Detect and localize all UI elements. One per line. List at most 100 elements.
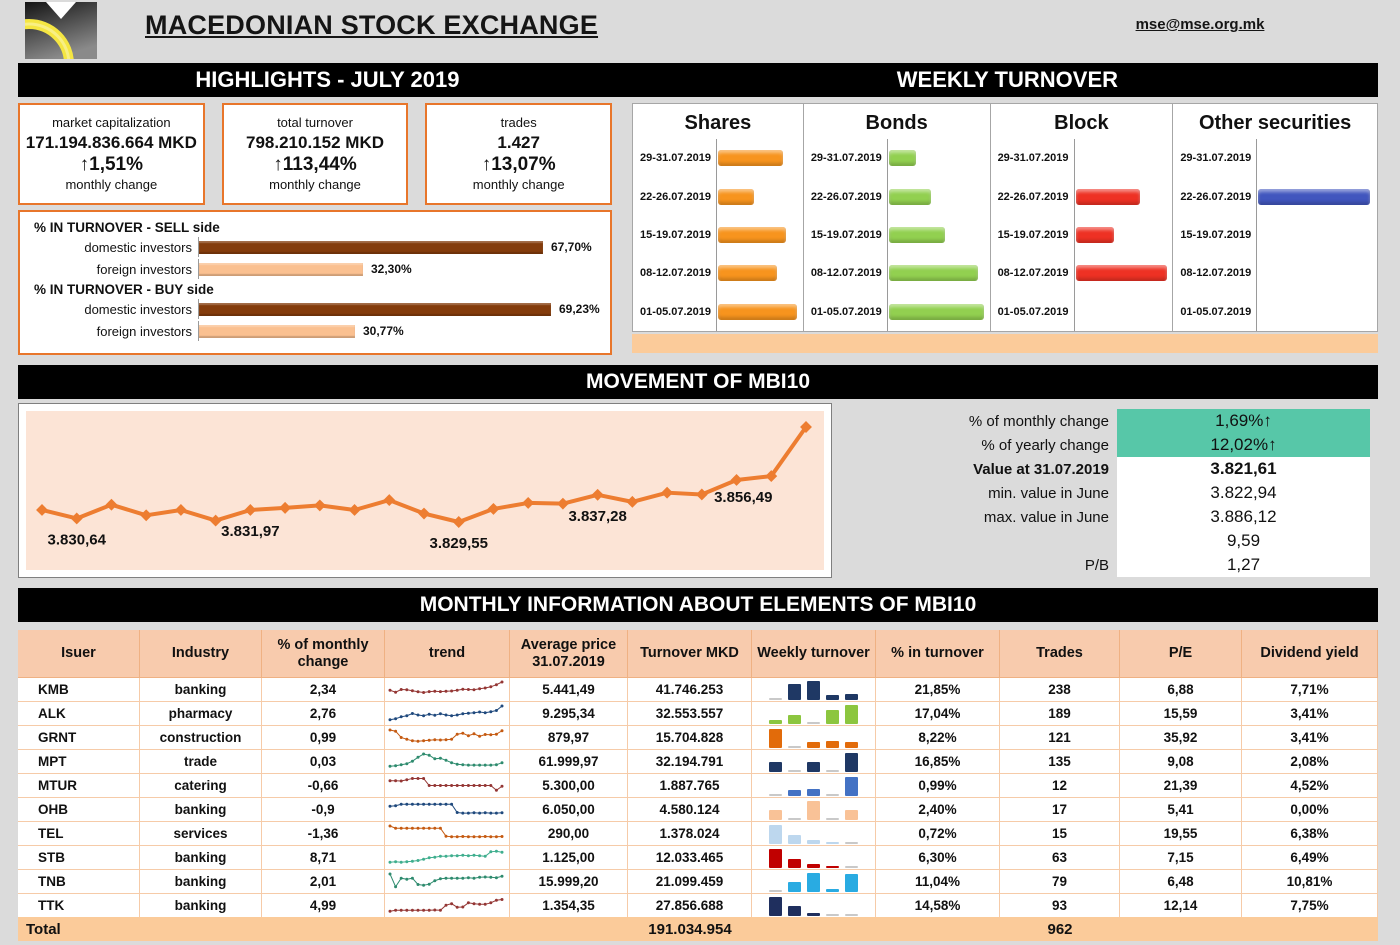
- mbi10-stat-row: % of yearly change 12,02%↑: [845, 433, 1375, 457]
- minibar: [769, 809, 782, 820]
- stat-change: ↑13,07%: [481, 153, 556, 175]
- bar: [199, 324, 355, 338]
- axis-line: [886, 254, 888, 293]
- minibar: [807, 680, 820, 700]
- column-header: Industry: [140, 630, 262, 678]
- table-cell: banking: [140, 678, 262, 702]
- weekly-bar-row: 22-26.07.2019: [1173, 177, 1377, 216]
- stat-trades: trades 1.427 ↑13,07% monthly change: [425, 103, 613, 205]
- table-cell: 61.999,97: [510, 750, 628, 774]
- weekly-bar-row: 08-12.07.2019: [633, 254, 803, 293]
- minibar: [788, 881, 801, 892]
- bar: [1075, 227, 1114, 244]
- minibar: [769, 889, 782, 892]
- trend-sparkline: [385, 822, 510, 846]
- table-cell: banking: [140, 870, 262, 894]
- table-cell: 238: [1000, 678, 1120, 702]
- weekly-bar-row: 15-19.07.2019: [804, 215, 990, 255]
- date-label: 15-19.07.2019: [810, 229, 882, 242]
- weekly-panel-shares: Shares 29-31.07.2019 22-26.07.2019 15-19.07…: [633, 104, 804, 332]
- column-header: Weekly turnover: [752, 630, 876, 678]
- table-cell: 79: [1000, 870, 1120, 894]
- date-label: 01-05.07.2019: [997, 305, 1069, 318]
- minibar: [788, 858, 801, 868]
- weekly-bar-row: 08-12.07.2019: [804, 254, 990, 293]
- svg-text:3.856,49: 3.856,49: [714, 489, 772, 506]
- side-bar-row: foreign investors 30,77%: [20, 320, 610, 342]
- trend-sparkline: [385, 774, 510, 798]
- minibar: [807, 761, 820, 772]
- stat-label: max. value in June: [983, 508, 1109, 526]
- table-cell: 2,08%: [1242, 750, 1378, 774]
- axis-line: [198, 299, 199, 319]
- date-label: 29-31.07.2019: [1180, 152, 1252, 165]
- stat-sublabel: monthly change: [269, 176, 361, 192]
- date-label: 15-19.07.2019: [1180, 229, 1252, 242]
- column-header: % of monthly change: [262, 630, 385, 678]
- table-cell: 6,49%: [1242, 846, 1378, 870]
- table-cell: 17: [1000, 798, 1120, 822]
- minibar: [845, 809, 858, 820]
- table-cell: 2,40%: [876, 798, 1000, 822]
- stat-value: 12,02%↑: [1117, 433, 1370, 457]
- bar: [199, 262, 363, 276]
- table-cell: -0,9: [262, 798, 385, 822]
- stat-change: ↑1,51%: [79, 153, 144, 175]
- minibar: [845, 693, 858, 700]
- minibar: [807, 863, 820, 868]
- mbi10-line-chart: 3.830,64 3.831,97 3.829,55 3.837,28 3.856,49: [26, 411, 824, 570]
- weekly-bar-row: 01-05.07.2019: [633, 292, 803, 332]
- side-bar-row: domestic investors 69,23%: [20, 298, 610, 320]
- weekly-bar-row: 01-05.07.2019: [1173, 292, 1377, 332]
- column-header: Isuer: [18, 630, 140, 678]
- bar: [199, 302, 551, 316]
- bar: [718, 188, 754, 205]
- date-label: 15-19.07.2019: [997, 229, 1069, 242]
- table-cell: 16,85%: [876, 750, 1000, 774]
- weekly-panel-title: Bonds: [865, 112, 928, 134]
- table-cell: 7,15: [1120, 846, 1242, 870]
- email-link[interactable]: mse@mse.org.mk: [1135, 16, 1265, 33]
- weekly-bar-row: 22-26.07.2019: [633, 177, 803, 216]
- stat-label: market capitalization: [52, 115, 171, 131]
- date-label: 29-31.07.2019: [810, 152, 882, 165]
- date-label: 22-26.07.2019: [997, 190, 1069, 203]
- banner-monthly-info: MONTHLY INFORMATION ABOUT ELEMENTS OF MB…: [18, 588, 1378, 622]
- weekly-turnover-charts: Shares 29-31.07.2019 22-26.07.2019 15-19.07…: [632, 103, 1378, 332]
- trend-sparkline: [385, 894, 510, 918]
- table-cell: 19,55: [1120, 822, 1242, 846]
- stat-value: 3.886,12: [1117, 505, 1370, 529]
- banner-highlights: HIGHLIGHTS - JULY 2019: [195, 67, 460, 92]
- table-cell: 0,99: [262, 726, 385, 750]
- minibar: [807, 800, 820, 820]
- table-cell: 7,71%: [1242, 678, 1378, 702]
- table-cell: KMB: [18, 678, 140, 702]
- table-cell: 32.553.557: [628, 702, 752, 726]
- stat-value: 798.210.152 MKD: [246, 132, 384, 152]
- weekly-minibar-chart: [752, 846, 876, 870]
- minibar: [807, 741, 820, 748]
- table-cell: 1.125,00: [510, 846, 628, 870]
- table-cell: 189: [1000, 702, 1120, 726]
- trend-sparkline: [385, 870, 510, 894]
- bar: [718, 265, 777, 282]
- minibar: [826, 793, 839, 796]
- table-cell: 6,38%: [1242, 822, 1378, 846]
- column-header: % in turnover: [876, 630, 1000, 678]
- date-label: 08-12.07.2019: [1180, 267, 1252, 280]
- bar-label: domestic investors: [84, 301, 192, 317]
- table-cell: 15,59: [1120, 702, 1242, 726]
- table-cell: 6.050,00: [510, 798, 628, 822]
- weekly-bar-row: 15-19.07.2019: [633, 215, 803, 255]
- banner-weekly-turnover: WEEKLY TURNOVER: [896, 67, 1119, 92]
- mse-logo-icon: [0, 2, 97, 109]
- axis-line: [1256, 139, 1258, 178]
- table-cell: 35,92: [1120, 726, 1242, 750]
- table-cell: 15.704.828: [628, 726, 752, 750]
- table-cell: 0,72%: [876, 822, 1000, 846]
- table-cell: pharmacy: [140, 702, 262, 726]
- mbi10-stat-row: min. value in June 3.822,94: [845, 481, 1375, 505]
- trend-sparkline: [385, 678, 510, 702]
- table-cell: TNB: [18, 870, 140, 894]
- stat-label: Value at 31.07.2019: [973, 460, 1109, 478]
